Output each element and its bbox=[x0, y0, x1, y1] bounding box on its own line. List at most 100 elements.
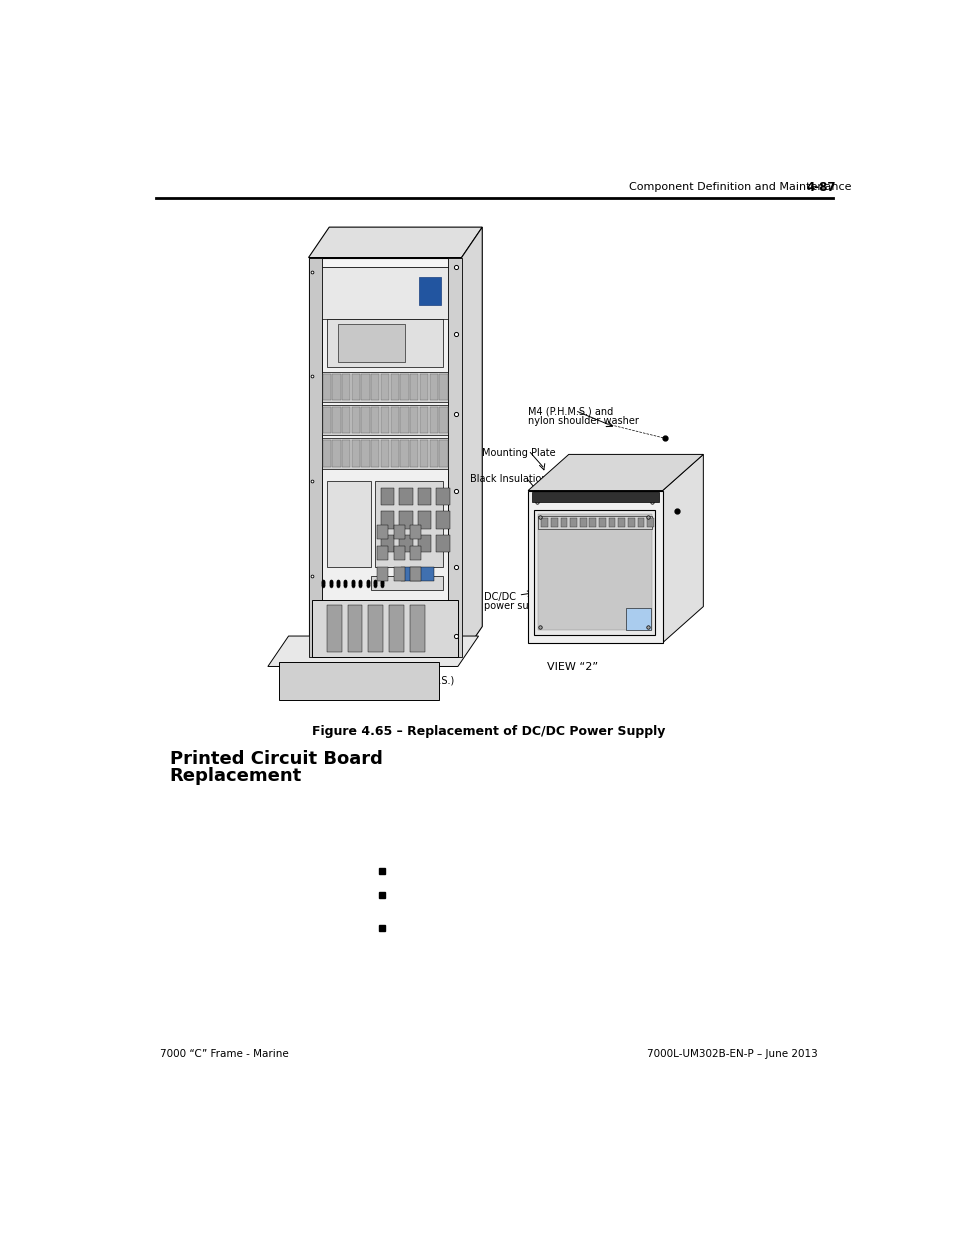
Text: 4-87: 4-87 bbox=[806, 180, 836, 194]
Polygon shape bbox=[419, 373, 428, 400]
Polygon shape bbox=[394, 546, 404, 559]
Polygon shape bbox=[390, 440, 398, 467]
Polygon shape bbox=[646, 519, 653, 526]
Polygon shape bbox=[342, 406, 350, 433]
Polygon shape bbox=[417, 511, 431, 529]
Text: VIEW “1”: VIEW “1” bbox=[329, 688, 376, 698]
Polygon shape bbox=[461, 227, 482, 657]
Polygon shape bbox=[389, 605, 403, 652]
Polygon shape bbox=[579, 519, 586, 526]
Polygon shape bbox=[436, 488, 449, 505]
Polygon shape bbox=[429, 373, 437, 400]
Polygon shape bbox=[332, 440, 340, 467]
Polygon shape bbox=[417, 535, 431, 552]
Polygon shape bbox=[418, 277, 440, 305]
Polygon shape bbox=[380, 406, 389, 433]
Text: Black Insulation: Black Insulation bbox=[470, 474, 547, 484]
Polygon shape bbox=[352, 406, 359, 433]
Polygon shape bbox=[662, 454, 702, 642]
Polygon shape bbox=[380, 535, 394, 552]
Polygon shape bbox=[322, 440, 331, 467]
Text: M4 (P.H.M.S.) and: M4 (P.H.M.S.) and bbox=[528, 406, 613, 416]
Polygon shape bbox=[410, 440, 418, 467]
Polygon shape bbox=[337, 324, 404, 362]
Polygon shape bbox=[371, 440, 379, 467]
Polygon shape bbox=[321, 438, 448, 468]
Polygon shape bbox=[410, 406, 418, 433]
Polygon shape bbox=[321, 372, 448, 403]
Polygon shape bbox=[429, 440, 437, 467]
Polygon shape bbox=[327, 605, 341, 652]
Polygon shape bbox=[308, 258, 321, 657]
Polygon shape bbox=[410, 525, 420, 538]
Polygon shape bbox=[327, 320, 442, 367]
Polygon shape bbox=[322, 373, 331, 400]
Polygon shape bbox=[380, 488, 394, 505]
Polygon shape bbox=[537, 514, 651, 630]
Polygon shape bbox=[352, 440, 359, 467]
Polygon shape bbox=[376, 546, 388, 559]
Polygon shape bbox=[342, 373, 350, 400]
Polygon shape bbox=[375, 482, 442, 567]
Text: power supply: power supply bbox=[483, 601, 549, 611]
Polygon shape bbox=[380, 440, 389, 467]
Polygon shape bbox=[448, 258, 461, 657]
Polygon shape bbox=[278, 662, 439, 700]
Polygon shape bbox=[419, 440, 428, 467]
Polygon shape bbox=[537, 516, 651, 529]
Polygon shape bbox=[528, 454, 702, 490]
Text: Mounting Plate: Mounting Plate bbox=[481, 447, 555, 457]
Polygon shape bbox=[438, 373, 447, 400]
Polygon shape bbox=[327, 482, 371, 567]
Polygon shape bbox=[371, 577, 442, 590]
Polygon shape bbox=[376, 525, 388, 538]
Polygon shape bbox=[312, 600, 457, 657]
Polygon shape bbox=[368, 605, 383, 652]
Polygon shape bbox=[560, 519, 567, 526]
Polygon shape bbox=[321, 267, 448, 320]
Text: Component Definition and Maintenance: Component Definition and Maintenance bbox=[629, 183, 851, 193]
Polygon shape bbox=[551, 519, 558, 526]
Polygon shape bbox=[625, 609, 650, 630]
Polygon shape bbox=[400, 373, 408, 400]
Polygon shape bbox=[352, 373, 359, 400]
Polygon shape bbox=[410, 546, 420, 559]
Polygon shape bbox=[347, 605, 362, 652]
Polygon shape bbox=[390, 373, 398, 400]
Polygon shape bbox=[410, 567, 420, 580]
Polygon shape bbox=[429, 406, 437, 433]
Polygon shape bbox=[321, 405, 448, 436]
Text: 7000L-UM302B-EN-P – June 2013: 7000L-UM302B-EN-P – June 2013 bbox=[646, 1049, 817, 1058]
Polygon shape bbox=[438, 406, 447, 433]
Text: 7000 “C” Frame - Marine: 7000 “C” Frame - Marine bbox=[160, 1049, 289, 1058]
Polygon shape bbox=[390, 406, 398, 433]
Polygon shape bbox=[394, 567, 404, 580]
Text: M6 (H.H.T.R.S.): M6 (H.H.T.R.S.) bbox=[381, 676, 454, 685]
Polygon shape bbox=[438, 440, 447, 467]
Polygon shape bbox=[308, 227, 482, 258]
Polygon shape bbox=[371, 406, 379, 433]
Text: DC/DC: DC/DC bbox=[483, 592, 516, 601]
Polygon shape bbox=[399, 511, 413, 529]
Polygon shape bbox=[417, 488, 431, 505]
Polygon shape bbox=[380, 511, 394, 529]
Text: Replacement: Replacement bbox=[170, 767, 301, 785]
Polygon shape bbox=[627, 519, 634, 526]
Text: Figure 4.65 – Replacement of DC/DC Power Supply: Figure 4.65 – Replacement of DC/DC Power… bbox=[312, 725, 665, 737]
Polygon shape bbox=[308, 258, 461, 657]
Polygon shape bbox=[400, 440, 408, 467]
Polygon shape bbox=[589, 519, 596, 526]
Polygon shape bbox=[570, 519, 577, 526]
Polygon shape bbox=[380, 373, 389, 400]
Polygon shape bbox=[376, 567, 388, 580]
Polygon shape bbox=[321, 267, 448, 657]
Polygon shape bbox=[531, 493, 659, 501]
Polygon shape bbox=[394, 525, 404, 538]
Polygon shape bbox=[541, 519, 547, 526]
Polygon shape bbox=[332, 406, 340, 433]
Text: — Part ID Label: — Part ID Label bbox=[603, 592, 679, 601]
Text: Printed Circuit Board: Printed Circuit Board bbox=[170, 750, 382, 768]
Polygon shape bbox=[342, 440, 350, 467]
Polygon shape bbox=[410, 373, 418, 400]
Polygon shape bbox=[361, 406, 370, 433]
